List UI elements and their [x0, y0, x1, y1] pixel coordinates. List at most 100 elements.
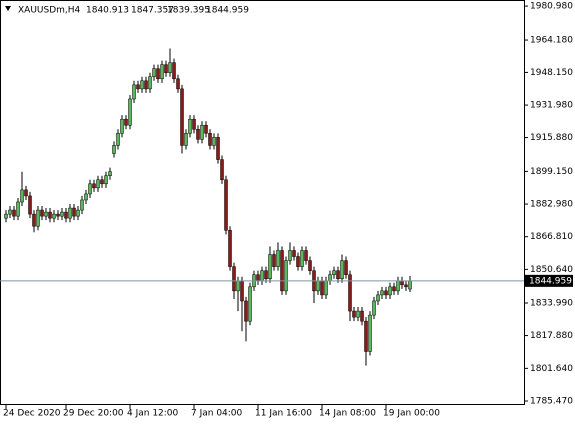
candle-body — [24, 189, 28, 197]
close: 1844.959 — [206, 6, 249, 16]
x-tick-label: 19 Jan 00:00 — [383, 409, 440, 419]
candle-body — [308, 260, 312, 271]
y-tick-label: 1833.990 — [530, 299, 573, 309]
candle-body — [296, 256, 300, 267]
candle-body — [216, 137, 220, 160]
candle-body — [368, 314, 372, 352]
price-tag — [525, 274, 573, 287]
candle-body — [124, 118, 128, 126]
candle-body — [404, 284, 408, 288]
candle-body — [12, 209, 16, 217]
candle-body — [320, 280, 324, 296]
candle-body — [256, 274, 260, 282]
candle-body — [28, 195, 32, 215]
candle-body — [32, 213, 36, 227]
candle-body — [288, 250, 292, 261]
candle-body — [356, 310, 360, 318]
candle-body — [184, 133, 188, 146]
candle-body — [324, 280, 328, 296]
candle-body — [364, 320, 368, 352]
y-tick-label: 1980.980 — [530, 2, 573, 12]
candle-body — [400, 280, 404, 286]
candle-body — [92, 183, 96, 189]
candle-body — [176, 78, 180, 90]
candle-body — [212, 137, 216, 146]
candle-body — [164, 64, 168, 73]
open: 1840.913 — [86, 6, 129, 16]
candle-body — [380, 290, 384, 296]
plot-frame — [0, 0, 525, 405]
candle-body — [52, 213, 56, 219]
candle-body — [60, 211, 64, 217]
candle-body — [84, 193, 88, 201]
low: 1839.395 — [167, 6, 210, 16]
candle-body — [64, 211, 68, 219]
candle-body — [88, 183, 92, 195]
candle-body — [336, 270, 340, 280]
candle-body — [304, 250, 308, 261]
candle-body — [200, 124, 204, 140]
candle-body — [116, 133, 120, 146]
candle-body — [36, 209, 40, 227]
candle-body — [332, 270, 336, 275]
price-tag-label: 1844.959 — [529, 276, 572, 286]
candle-body — [208, 133, 212, 146]
candle-body — [204, 124, 208, 134]
candle-body — [112, 145, 116, 154]
x-tick-label: 14 Jan 08:00 — [319, 409, 376, 419]
candle-body — [396, 280, 400, 292]
candle-body — [180, 88, 184, 146]
candle-body — [316, 280, 320, 292]
candle-body — [328, 274, 332, 282]
candle-body — [128, 98, 132, 126]
menu-triangle[interactable] — [5, 6, 11, 11]
y-tick-label: 1866.810 — [530, 232, 573, 242]
candle-body — [44, 211, 48, 217]
candle-body — [376, 294, 380, 302]
y-tick-label: 1785.470 — [530, 397, 573, 407]
candle-body — [244, 300, 248, 322]
candle-body — [196, 129, 200, 140]
candle-body — [8, 209, 12, 215]
y-tick-label: 1817.880 — [530, 331, 573, 341]
candle-body — [104, 175, 108, 185]
candle-body — [168, 62, 172, 73]
y-tick-label: 1915.880 — [530, 133, 573, 143]
candle-body — [228, 230, 232, 267]
x-tick-label: 11 Jan 16:00 — [255, 409, 312, 419]
candle-body — [48, 211, 52, 219]
candle-body — [132, 84, 136, 100]
candle-body — [20, 189, 24, 203]
candle-body — [144, 80, 148, 90]
candle-body — [40, 209, 44, 217]
candle-body — [348, 274, 352, 312]
candle-body — [120, 118, 124, 134]
candle-body — [76, 209, 80, 217]
candle-body — [152, 68, 156, 78]
candle-body — [272, 254, 276, 267]
x-tick-label: 29 Dec 20:00 — [63, 409, 124, 419]
x-tick-label: 24 Dec 2020 — [3, 409, 61, 419]
candle-body — [108, 171, 112, 176]
candle-body — [148, 76, 152, 90]
candle-body — [408, 280, 412, 290]
candle-body — [56, 213, 60, 217]
y-tick-label: 1964.180 — [530, 36, 573, 46]
x-tick-label: 4 Jan 12:00 — [127, 409, 179, 419]
y-tick-label: 1931.980 — [530, 101, 573, 111]
candle-body — [240, 280, 244, 302]
y-tick-label: 1899.150 — [530, 167, 573, 177]
candle-body — [280, 250, 284, 292]
candle-body — [268, 254, 272, 280]
candle-body — [16, 201, 20, 217]
candle-body — [276, 250, 280, 267]
candle-body — [260, 270, 264, 282]
candle-body — [100, 179, 104, 185]
candle-body — [220, 159, 224, 181]
candle-body — [372, 300, 376, 316]
candle-body — [292, 250, 296, 257]
candle-body — [352, 310, 356, 318]
candle-body — [360, 310, 364, 322]
candle-body — [248, 286, 252, 322]
